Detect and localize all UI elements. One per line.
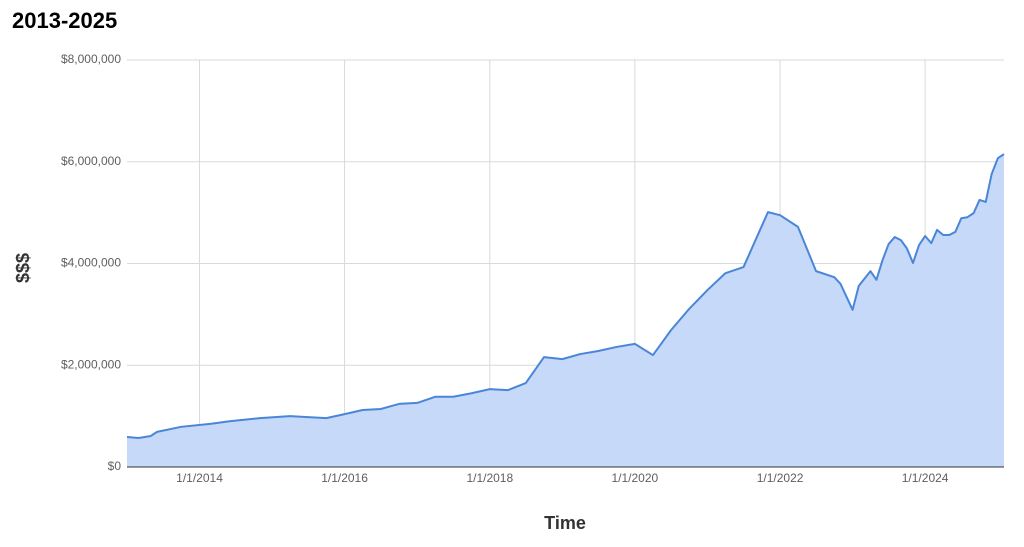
y-tick-label: $6,000,000 bbox=[61, 154, 121, 168]
y-tick-label: $2,000,000 bbox=[61, 357, 121, 371]
chart-title: 2013-2025 bbox=[12, 8, 117, 33]
y-tick-label: $4,000,000 bbox=[61, 256, 121, 270]
x-tick-label: 1/1/2022 bbox=[757, 471, 804, 485]
y-axis-title: $$$ bbox=[13, 253, 33, 283]
x-axis-title: Time bbox=[544, 513, 586, 533]
area-line bbox=[126, 153, 1005, 440]
x-tick-label: 1/1/2024 bbox=[902, 471, 949, 485]
x-tick-label: 1/1/2018 bbox=[466, 471, 513, 485]
area-fill bbox=[127, 154, 1004, 467]
y-tick-label: $0 bbox=[108, 459, 122, 473]
x-tick-label: 1/1/2014 bbox=[176, 471, 223, 485]
x-tick-label: 1/1/2020 bbox=[611, 471, 658, 485]
x-tick-label: 1/1/2016 bbox=[321, 471, 368, 485]
y-tick-label: $8,000,000 bbox=[61, 52, 121, 66]
